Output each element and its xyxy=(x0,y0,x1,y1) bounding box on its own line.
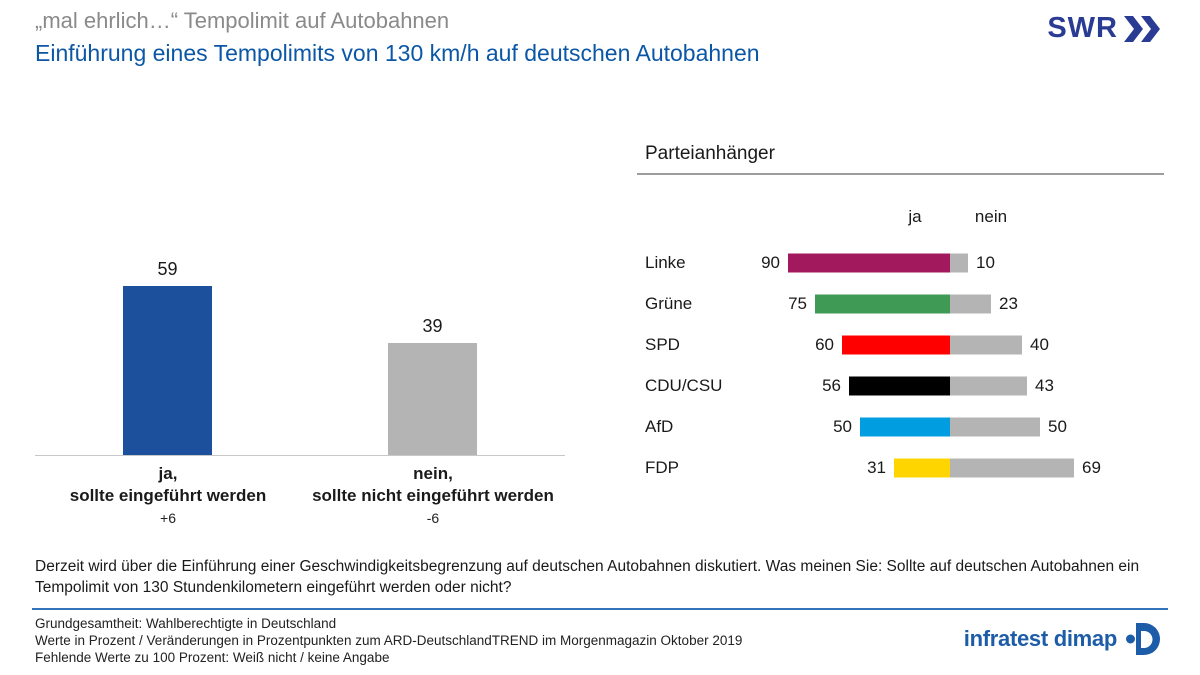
infratest-dimap-logo: infratest dimap xyxy=(964,622,1160,656)
ja-value-label: 75 xyxy=(788,293,807,313)
bar-ja xyxy=(123,286,212,455)
ja-value-label: 31 xyxy=(867,457,886,477)
question-text: Derzeit wird über die Einführung einer G… xyxy=(35,558,1140,596)
column-header-nein: nein xyxy=(974,207,1008,226)
ja-value-label: 60 xyxy=(815,334,834,354)
ja-value-label: 90 xyxy=(761,252,780,272)
nein-value-label: 50 xyxy=(1048,416,1067,436)
party-row: SPD 60 40 xyxy=(645,324,1165,365)
ja-bar xyxy=(815,294,950,313)
party-label: CDU/CSU xyxy=(645,375,723,395)
party-label: FDP xyxy=(645,457,679,477)
ja-bar xyxy=(842,335,950,354)
category-label-nein: nein, sollte nicht eingeführt werden xyxy=(312,464,554,506)
footnote-line: Fehlende Werte zu 100 Prozent: Weiß nich… xyxy=(35,650,390,665)
party-label: AfD xyxy=(645,416,674,436)
footnote-line: Grundgesamtheit: Wahlberechtigte in Deut… xyxy=(35,616,337,631)
party-label: Linke xyxy=(645,252,686,272)
party-panel-title: Parteianhänger xyxy=(645,143,775,164)
nein-value-label: 40 xyxy=(1030,334,1049,354)
footer-divider xyxy=(32,608,1168,610)
bar-column-nein: 39 xyxy=(388,316,477,455)
nein-value-label: 10 xyxy=(976,252,995,272)
nein-bar xyxy=(950,376,1027,395)
footnote-line: Werte in Prozent / Veränderungen in Proz… xyxy=(35,633,743,648)
nein-bar xyxy=(950,294,991,313)
party-row: CDU/CSU 56 43 xyxy=(645,365,1165,406)
nein-bar xyxy=(950,417,1040,436)
nein-bar xyxy=(950,458,1074,477)
nein-bar xyxy=(950,253,968,272)
ja-bar xyxy=(860,417,950,436)
swr-logo: SWR xyxy=(1047,12,1162,45)
party-row: FDP 31 69 xyxy=(645,447,1165,488)
swr-chevrons-icon xyxy=(1124,15,1160,42)
bar-value-ja: 59 xyxy=(157,259,178,279)
party-label: Grüne xyxy=(645,293,693,313)
infratest-dimap-d-icon xyxy=(1126,623,1160,655)
page-title: Einführung eines Tempolimits von 130 km/… xyxy=(35,40,760,66)
party-label: SPD xyxy=(645,334,680,354)
infratest-dimap-logo-text: infratest dimap xyxy=(963,626,1118,651)
party-row: AfD 50 50 xyxy=(645,406,1165,447)
nein-bar xyxy=(950,335,1022,354)
ja-value-label: 50 xyxy=(833,416,852,436)
category-label-ja: ja, sollte eingeführt werden xyxy=(69,464,267,506)
nein-value-label: 43 xyxy=(1035,375,1054,395)
ja-bar xyxy=(894,458,950,477)
ja-value-label: 56 xyxy=(822,375,841,395)
footnotes: Grundgesamtheit: Wahlberechtigte in Deut… xyxy=(35,615,742,666)
column-header-ja: ja xyxy=(908,207,922,226)
bar-nein xyxy=(388,343,477,455)
ja-bar xyxy=(849,376,950,395)
main-chart-baseline xyxy=(35,455,565,456)
party-row: Linke 90 10 xyxy=(645,242,1165,283)
kicker-title: „mal ehrlich…“ Tempolimit auf Autobahnen xyxy=(35,8,450,33)
bar-value-nein: 39 xyxy=(422,316,443,336)
nein-value-label: 23 xyxy=(999,293,1018,313)
nein-value-label: 69 xyxy=(1082,457,1101,477)
bar-column-ja: 59 xyxy=(123,259,212,455)
swr-logo-text: SWR xyxy=(1047,12,1118,44)
ja-bar xyxy=(788,253,950,272)
party-table: Linke 90 10 Grüne 75 23 SPD 60 40 CDU/CSU 56 43 AfD 5… xyxy=(645,242,1165,488)
change-label-ja: +6 xyxy=(160,510,176,526)
party-row: Grüne 75 23 xyxy=(645,283,1165,324)
party-panel-rule xyxy=(637,173,1164,175)
change-label-nein: -6 xyxy=(426,510,440,526)
